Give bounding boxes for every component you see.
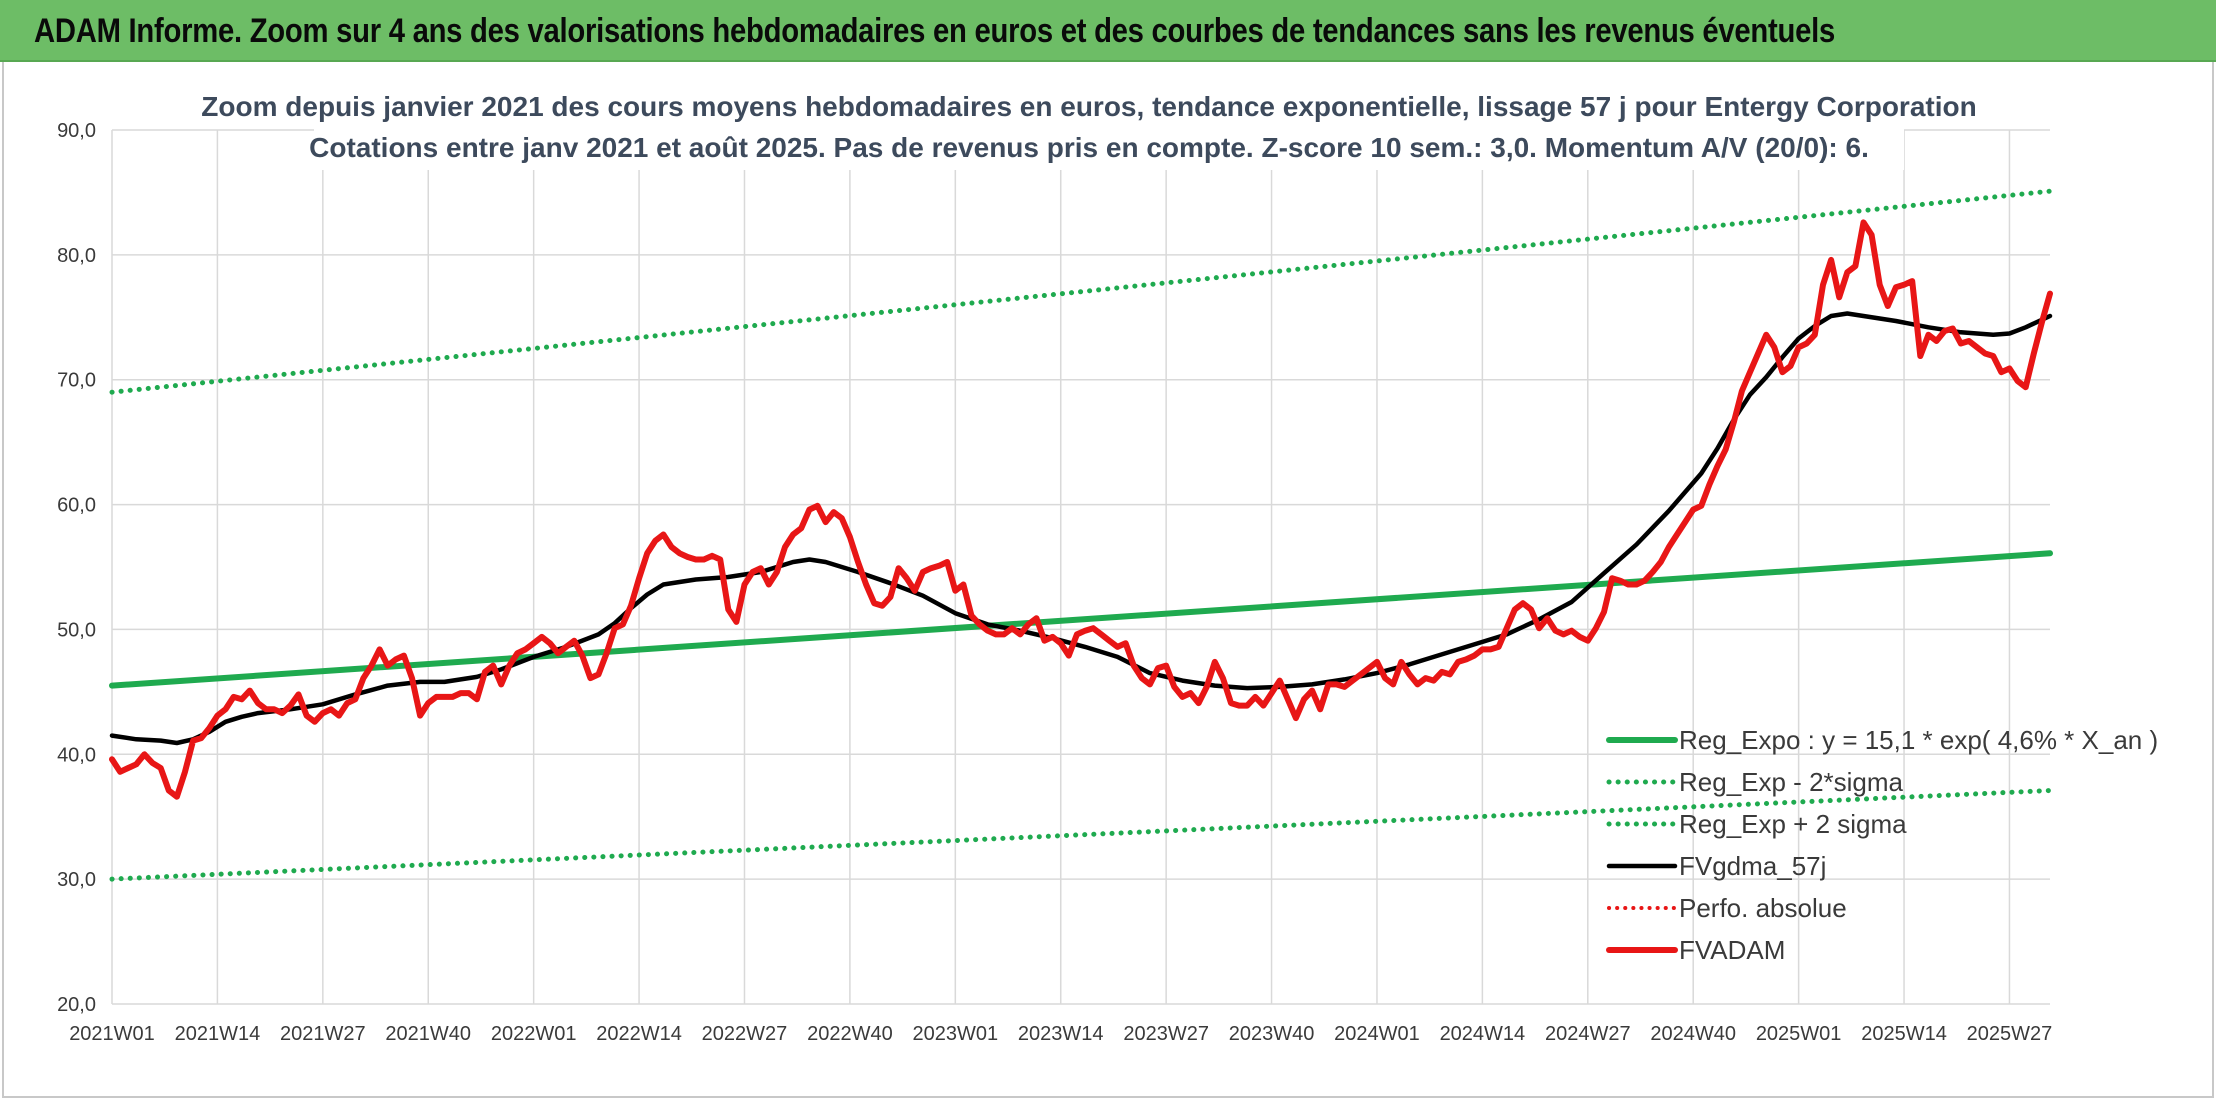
x-tick-label: 2025W14 <box>1861 1023 1947 1045</box>
legend-label: FVgdma_57j <box>1679 851 1826 881</box>
x-tick-label: 2022W01 <box>491 1023 577 1045</box>
y-tick-label: 40,0 <box>57 744 96 766</box>
header-band: ADAM Informe. Zoom sur 4 ans des valoris… <box>0 0 2216 62</box>
fvadam-line <box>109 219 2053 800</box>
axis-labels: 20,0 30,0 40,0 50,0 60,0 70,0 80,0 90,0 2021W01 2… <box>57 120 2052 1045</box>
x-tick-label: 2024W01 <box>1334 1023 1420 1045</box>
y-tick-label: 60,0 <box>57 495 96 517</box>
legend: Reg_Expo : y = 15,1 * exp( 4,6% * X_an )… <box>1606 725 2158 965</box>
x-tick-label: 2025W27 <box>1967 1023 2053 1045</box>
y-tick-label: 20,0 <box>57 994 96 1016</box>
x-tick-label: 2022W27 <box>702 1023 788 1045</box>
x-tick-label: 2024W14 <box>1440 1023 1526 1045</box>
x-tick-label: 2023W14 <box>1018 1023 1104 1045</box>
trend-band-upper <box>109 188 2053 395</box>
x-tick-label: 2024W40 <box>1650 1023 1736 1045</box>
series-layer <box>109 188 2053 882</box>
y-tick-label: 80,0 <box>57 245 96 267</box>
chart: Zoom depuis janvier 2021 des cours moyen… <box>57 82 2158 1045</box>
grid-layer <box>111 129 2050 1005</box>
chart-frame: Zoom depuis janvier 2021 des cours moyen… <box>2 62 2214 1098</box>
subtitle-background <box>314 82 1904 170</box>
page-title: ADAM Informe. Zoom sur 4 ans des valoris… <box>34 12 1836 50</box>
legend-label: Perfo. absolue <box>1679 893 1847 923</box>
y-tick-label: 30,0 <box>57 869 96 891</box>
y-tick-label: 50,0 <box>57 619 96 641</box>
x-tick-label: 2021W27 <box>280 1023 366 1045</box>
fvgdma-57j-line <box>109 311 2053 746</box>
x-tick-label: 2021W14 <box>175 1023 261 1045</box>
y-tick-label: 90,0 <box>57 120 96 142</box>
legend-label: Reg_Expo : y = 15,1 * exp( 4,6% * X_an ) <box>1679 725 2158 755</box>
chart-subtitle-line-2: Cotations entre janv 2021 et août 2025. … <box>309 132 1869 163</box>
legend-label: Reg_Exp + 2 sigma <box>1679 809 1907 839</box>
chart-subtitle-line-1: Zoom depuis janvier 2021 des cours moyen… <box>201 91 1976 122</box>
x-tick-label: 2024W27 <box>1545 1023 1631 1045</box>
x-tick-label: 2025W01 <box>1756 1023 1842 1045</box>
x-tick-label: 2023W27 <box>1123 1023 1209 1045</box>
legend-label: FVADAM <box>1679 935 1785 965</box>
x-tick-label: 2021W40 <box>385 1023 471 1045</box>
trend-line-reg-expo <box>109 550 2053 689</box>
x-tick-label: 2022W40 <box>807 1023 893 1045</box>
x-tick-label: 2023W01 <box>913 1023 999 1045</box>
y-tick-label: 70,0 <box>57 370 96 392</box>
x-tick-label: 2022W14 <box>596 1023 682 1045</box>
x-tick-label: 2023W40 <box>1229 1023 1315 1045</box>
x-tick-label: 2021W01 <box>69 1023 155 1045</box>
legend-label: Reg_Exp - 2*sigma <box>1679 767 1904 797</box>
